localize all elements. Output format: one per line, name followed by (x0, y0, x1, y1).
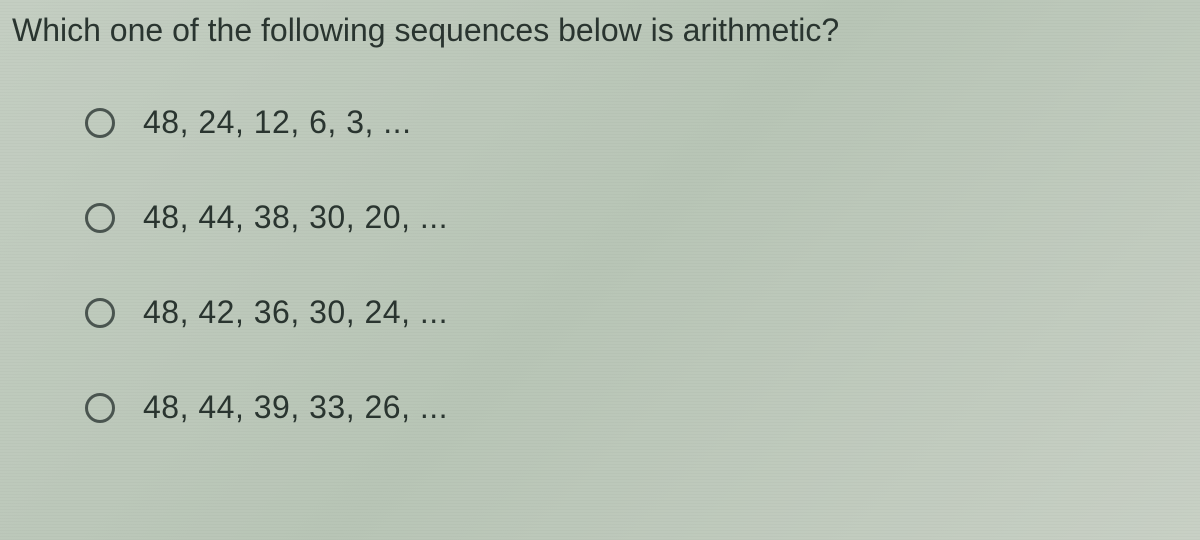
option-row[interactable]: 48, 42, 36, 30, 24, ... (85, 294, 1190, 331)
option-row[interactable]: 48, 24, 12, 6, 3, ... (85, 104, 1190, 141)
radio-icon[interactable] (85, 298, 115, 328)
option-label: 48, 44, 39, 33, 26, ... (143, 389, 448, 426)
option-label: 48, 24, 12, 6, 3, ... (143, 104, 411, 141)
radio-icon[interactable] (85, 393, 115, 423)
radio-icon[interactable] (85, 108, 115, 138)
option-row[interactable]: 48, 44, 38, 30, 20, ... (85, 199, 1190, 236)
radio-icon[interactable] (85, 203, 115, 233)
options-list: 48, 24, 12, 6, 3, ... 48, 44, 38, 30, 20… (10, 104, 1190, 426)
option-row[interactable]: 48, 44, 39, 33, 26, ... (85, 389, 1190, 426)
option-label: 48, 42, 36, 30, 24, ... (143, 294, 448, 331)
option-label: 48, 44, 38, 30, 20, ... (143, 199, 448, 236)
question-prompt: Which one of the following sequences bel… (12, 12, 1190, 49)
